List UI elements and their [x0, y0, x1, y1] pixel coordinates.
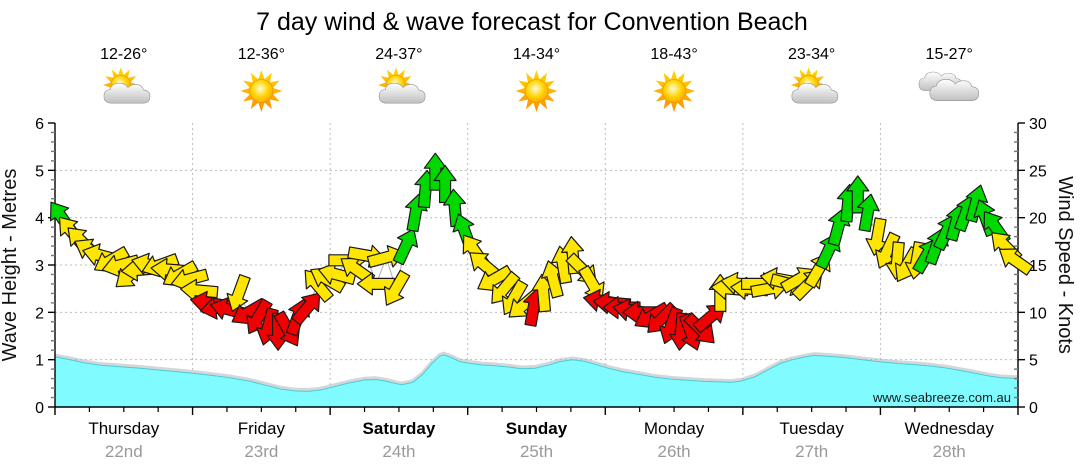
wind-arrow: [965, 184, 989, 223]
weather-icon-sun-cloud: [102, 67, 151, 104]
day-date-label: 24th: [382, 442, 415, 461]
left-axis-tick-label: 1: [35, 353, 44, 370]
wind-arrow: [856, 193, 880, 233]
wind-arrow: [392, 228, 419, 266]
cloud-icon: [929, 79, 980, 101]
wind-arrow: [291, 292, 321, 326]
weather-icon-sun: [653, 70, 696, 112]
right-axis-tick-label: 20: [1029, 211, 1047, 228]
left-axis-tick-label: 3: [35, 258, 44, 275]
temperature-range-label: 15-27°: [926, 46, 973, 63]
daily-summary-row: 12-26° 12-36° 24-37° 14-34° 18-43° 23-34° 15-2…: [100, 46, 980, 112]
wave-area: [54, 354, 1019, 408]
wind-arrow: [865, 217, 889, 256]
wind-arrow: [179, 278, 219, 302]
day-date-label: 23rd: [244, 442, 278, 461]
day-name-label: Thursday: [88, 419, 159, 438]
sun-disc: [524, 79, 549, 103]
wind-arrow: [491, 270, 521, 304]
right-axis-tick-label: 25: [1029, 163, 1047, 180]
day-name-label: Monday: [644, 419, 705, 438]
right-axis-tick-label: 0: [1029, 400, 1038, 417]
weather-icon-clouds: [918, 71, 980, 101]
day-name-label: Saturday: [363, 419, 436, 438]
day-date-label: 28th: [933, 442, 966, 461]
left-axis-tick-label: 6: [35, 116, 44, 133]
day-name-label: Sunday: [506, 419, 568, 438]
wind-arrows: [49, 152, 1034, 351]
day-date-label: 27th: [795, 442, 828, 461]
day-name-label: Friday: [238, 419, 286, 438]
axes: 0 1 2 3 4 5 6 0 5 10 15 20 25 30: [35, 116, 1047, 417]
day-name-label: Tuesday: [779, 419, 844, 438]
day-name-label: Wednesday: [904, 419, 994, 438]
right-axis-title: Wind Speed - Knots: [1054, 176, 1076, 354]
weather-icon-sun: [240, 70, 283, 112]
wind-arrow: [226, 274, 251, 312]
temperature-range-label: 24-37°: [375, 46, 422, 63]
sun-disc: [662, 79, 686, 103]
sun-icon: [653, 70, 696, 112]
wave-shadow: [54, 351, 1019, 392]
temperature-range-label: 12-26°: [100, 46, 147, 63]
cloud-icon: [791, 82, 839, 104]
weather-icon-sun: [515, 70, 558, 112]
sun-icon: [515, 70, 558, 112]
temperature-range-label: 23-34°: [788, 46, 835, 63]
page-title: 7 day wind & wave forecast for Conventio…: [256, 8, 808, 36]
right-axis-tick-label: 5: [1029, 353, 1038, 370]
sun-disc: [249, 79, 274, 103]
wind-arrow: [383, 269, 411, 306]
right-axis-tick-label: 15: [1029, 258, 1047, 275]
temperature-range-label: 12-36°: [238, 46, 285, 63]
left-axis-title: Wave Height - Metres: [0, 169, 21, 362]
left-axis-tick-label: 2: [35, 305, 44, 322]
temperature-range-label: 18-43°: [650, 46, 697, 63]
watermark: www.seabreeze.com.au: [872, 390, 1011, 405]
wind-arrow: [101, 254, 141, 278]
right-axis-tick-label: 30: [1029, 116, 1047, 133]
day-date-label: 25th: [520, 442, 553, 461]
cloud-icon: [378, 82, 426, 104]
temperature-range-label: 14-34°: [513, 46, 560, 63]
day-date-label: 22nd: [105, 442, 143, 461]
wind-arrow: [246, 298, 273, 335]
left-axis-tick-label: 0: [35, 400, 44, 417]
weather-icon-sun-cloud: [378, 67, 426, 104]
left-axis-tick-label: 4: [35, 211, 44, 228]
day-date-label: 26th: [658, 442, 691, 461]
right-axis-tick-label: 10: [1029, 305, 1047, 322]
left-axis-tick-label: 5: [35, 163, 44, 180]
wind-arrow: [998, 248, 1034, 276]
wave-height-area: [54, 351, 1019, 408]
cloud-icon: [103, 82, 151, 104]
day-axis-labels: Thursday 22nd Friday 23rd Saturday 24th Sunday…: [88, 419, 994, 461]
weather-icon-sun-cloud: [790, 67, 839, 104]
sun-icon: [240, 70, 283, 112]
